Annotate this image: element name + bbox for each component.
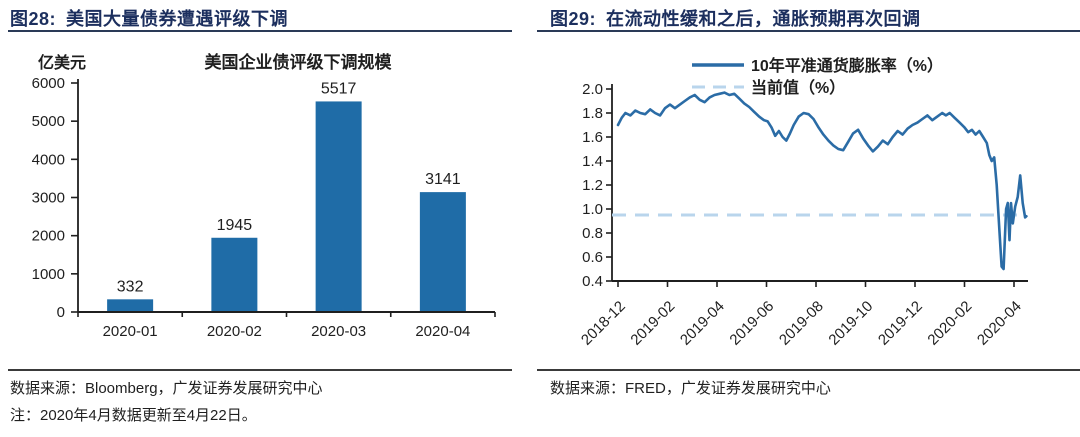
line-y-tick-label: 0.8 bbox=[582, 225, 603, 242]
bar-value-label: 5517 bbox=[321, 80, 357, 97]
bar-chart-svg: 亿美元 美国企业债评级下调规模 0 1000 2000 3000 4000 5000 6000 3… bbox=[32, 52, 496, 340]
bar-2020-01 bbox=[107, 299, 154, 312]
bar-x-tick-label: 2020-03 bbox=[311, 323, 366, 340]
legend-series-1-label: 10年平准通货膨胀率（%） bbox=[751, 56, 943, 75]
line-y-tick-label: 1.8 bbox=[582, 105, 603, 122]
line-x-tick-label: 2020-04 bbox=[974, 298, 1025, 349]
line-y-tick-label: 1.0 bbox=[582, 201, 603, 218]
bar-y-tick-label: 5000 bbox=[32, 113, 65, 130]
bar-value-label: 1945 bbox=[217, 217, 253, 234]
bar-2020-04 bbox=[419, 192, 466, 312]
line-chart-svg: 10年平准通货膨胀率（%） 当前值（%） 0.4 0.6 0.8 1.0 1.2 1.4 1.6… bbox=[578, 56, 1028, 349]
bar-y-tick-label: 4000 bbox=[32, 151, 65, 168]
bar-y-tick-label: 2000 bbox=[32, 228, 65, 245]
bar-2020-03 bbox=[315, 101, 362, 312]
line-x-tick-label: 2019-12 bbox=[875, 298, 926, 349]
figure-29-title-rule bbox=[537, 30, 1080, 32]
line-x-tick-label: 2019-10 bbox=[825, 298, 876, 349]
line-y-tick-label: 1.4 bbox=[582, 153, 603, 170]
line-y-tick-label: 1.2 bbox=[582, 177, 603, 194]
line-x-tick-label: 2019-02 bbox=[627, 298, 678, 349]
figure-29-bottom-rule bbox=[537, 369, 1080, 371]
bar-x-tick-label: 2020-02 bbox=[207, 323, 262, 340]
figure-28-number: 图28: bbox=[10, 9, 57, 29]
figure-28: 图28: 美国大量债券遭遇评级下调 亿美元 美国企业债评级下调规模 0 1000 2000… bbox=[8, 5, 512, 424]
line-y-tick-label: 1.6 bbox=[582, 129, 603, 146]
bar-y-tick-label: 6000 bbox=[32, 75, 65, 92]
figure-29-number: 图29: bbox=[550, 9, 597, 29]
figure-29-source: 数据来源：FRED，广发证券发展研究中心 bbox=[550, 380, 831, 397]
line-y-tick-label: 0.6 bbox=[582, 249, 603, 266]
line-y-tick-label: 2.0 bbox=[582, 81, 603, 98]
line-x-tick-label: 2019-06 bbox=[726, 298, 777, 349]
figure-28-footnote: 注：2020年4月数据更新至4月22日。 bbox=[10, 407, 257, 424]
bar-x-tick-label: 2020-04 bbox=[415, 323, 470, 340]
bar-y-tick-label: 0 bbox=[57, 304, 65, 321]
bar-x-tick-label: 2020-01 bbox=[103, 323, 158, 340]
bar-y-tick-label: 1000 bbox=[32, 266, 65, 283]
legend-series-2-label: 当前值（%） bbox=[751, 78, 845, 97]
figure-29: 图29: 在流动性缓和之后，通胀预期再次回调 10年平准通货膨胀率（%） 当前值（%… bbox=[537, 0, 1080, 437]
figure-28-title: 美国大量债券遭遇评级下调 bbox=[66, 9, 289, 29]
figure-28-bottom-rule bbox=[8, 369, 512, 371]
figure-28-title-rule bbox=[8, 30, 512, 32]
bar-y-tick-label: 3000 bbox=[32, 190, 65, 207]
bar-y-unit-label: 亿美元 bbox=[38, 53, 86, 72]
breakeven-inflation-line bbox=[616, 91, 1028, 271]
line-x-tick-label: 2020-02 bbox=[924, 298, 975, 349]
line-y-tick-label: 0.4 bbox=[582, 273, 603, 290]
figure-28-caption: 图28: 美国大量债券遭遇评级下调 bbox=[10, 5, 288, 31]
figure-29-caption: 图29: 在流动性缓和之后，通胀预期再次回调 bbox=[550, 5, 921, 31]
bar-value-label: 3141 bbox=[425, 171, 461, 188]
bar-chart-title: 美国企业债评级下调规模 bbox=[205, 52, 393, 72]
bar-value-label: 332 bbox=[117, 278, 144, 295]
figure-29-title: 在流动性缓和之后，通胀预期再次回调 bbox=[606, 9, 921, 29]
figure-28-source: 数据来源：Bloomberg，广发证券发展研究中心 bbox=[10, 380, 323, 397]
bar-2020-02 bbox=[211, 237, 258, 312]
line-x-tick-label: 2019-08 bbox=[776, 298, 827, 349]
line-x-tick-label: 2019-04 bbox=[677, 298, 728, 349]
line-x-tick-label: 2018-12 bbox=[578, 298, 629, 349]
